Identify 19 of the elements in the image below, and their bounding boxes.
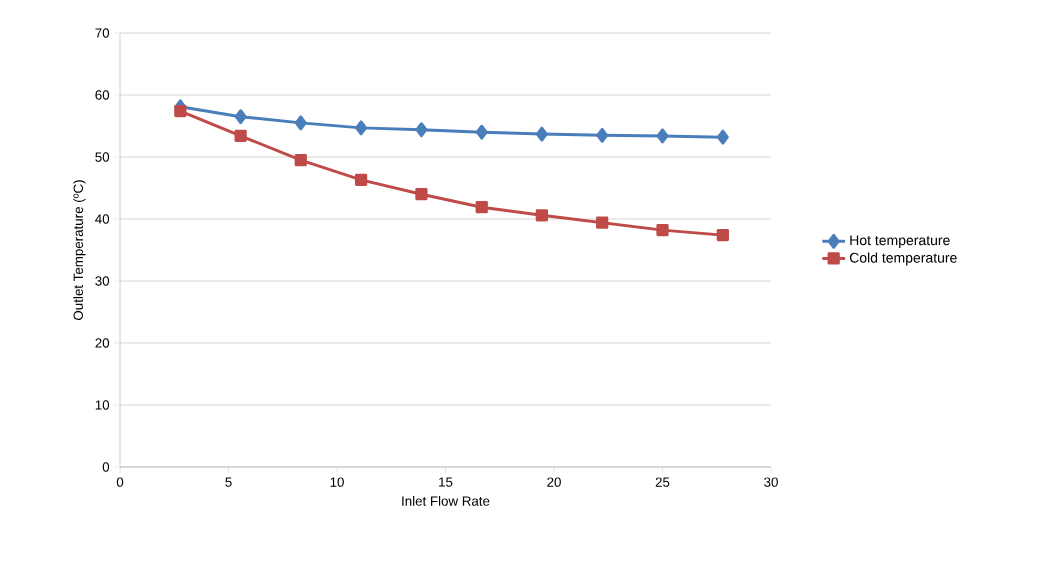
y-tick-label: 10 xyxy=(95,400,110,410)
y-tick-label: 60 xyxy=(95,90,110,100)
x-tick-label: 20 xyxy=(547,477,561,487)
x-tick-label: 0 xyxy=(116,477,124,487)
x-tick-label: 10 xyxy=(330,477,344,487)
x-tick-label: 5 xyxy=(225,477,232,487)
x-tick-label: 25 xyxy=(655,477,670,487)
legend-label: Hot temperature xyxy=(850,235,950,248)
y-tick-label: 30 xyxy=(95,276,110,286)
x-tick-label: 15 xyxy=(439,477,453,487)
x-tick-label: 30 xyxy=(764,477,778,487)
y-tick-label: 70 xyxy=(95,28,110,38)
y-axis-title: Outlet Temperature (ºC) xyxy=(73,180,86,320)
y-tick-label: 50 xyxy=(95,152,110,162)
x-axis-title: Inlet Flow Rate xyxy=(402,496,490,506)
y-tick-label: 20 xyxy=(95,338,110,348)
y-tick-label: 40 xyxy=(95,214,110,224)
legend-label: Cold temperature xyxy=(849,252,957,266)
y-tick-label: 0 xyxy=(102,462,110,472)
